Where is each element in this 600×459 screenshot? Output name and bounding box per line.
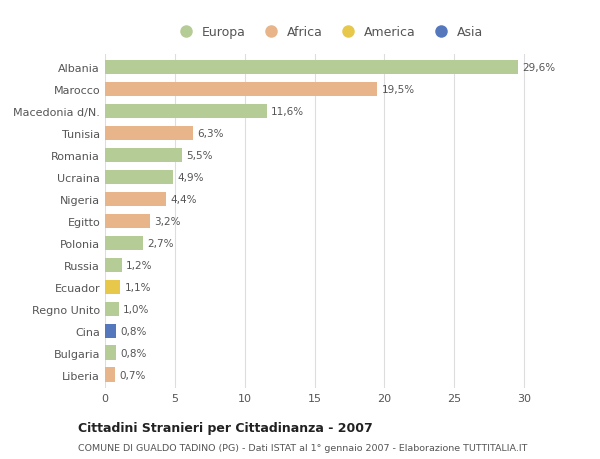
Text: 5,5%: 5,5% <box>186 151 212 161</box>
Bar <box>105 236 143 251</box>
Text: 0,8%: 0,8% <box>121 348 147 358</box>
Bar <box>105 368 115 382</box>
Text: 4,4%: 4,4% <box>170 195 197 205</box>
Bar <box>105 105 267 119</box>
Bar <box>105 346 116 360</box>
Text: 1,2%: 1,2% <box>126 260 152 270</box>
Bar <box>105 214 150 229</box>
Text: Cittadini Stranieri per Cittadinanza - 2007: Cittadini Stranieri per Cittadinanza - 2… <box>78 421 373 434</box>
Text: COMUNE DI GUALDO TADINO (PG) - Dati ISTAT al 1° gennaio 2007 - Elaborazione TUTT: COMUNE DI GUALDO TADINO (PG) - Dati ISTA… <box>78 443 527 452</box>
Bar <box>105 127 193 141</box>
Text: 29,6%: 29,6% <box>523 63 556 73</box>
Bar <box>105 258 122 272</box>
Bar <box>105 192 166 207</box>
Text: 1,0%: 1,0% <box>123 304 149 314</box>
Legend: Europa, Africa, America, Asia: Europa, Africa, America, Asia <box>169 22 488 45</box>
Text: 3,2%: 3,2% <box>154 217 181 226</box>
Bar <box>105 171 173 185</box>
Bar <box>105 280 121 294</box>
Text: 19,5%: 19,5% <box>382 85 415 95</box>
Text: 0,7%: 0,7% <box>119 370 145 380</box>
Bar <box>105 83 377 97</box>
Bar <box>105 149 182 163</box>
Text: 11,6%: 11,6% <box>271 107 304 117</box>
Bar <box>105 61 518 75</box>
Text: 6,3%: 6,3% <box>197 129 224 139</box>
Text: 4,9%: 4,9% <box>178 173 204 183</box>
Bar <box>105 324 116 338</box>
Text: 0,8%: 0,8% <box>121 326 147 336</box>
Bar <box>105 302 119 316</box>
Text: 2,7%: 2,7% <box>147 238 173 248</box>
Text: 1,1%: 1,1% <box>125 282 151 292</box>
